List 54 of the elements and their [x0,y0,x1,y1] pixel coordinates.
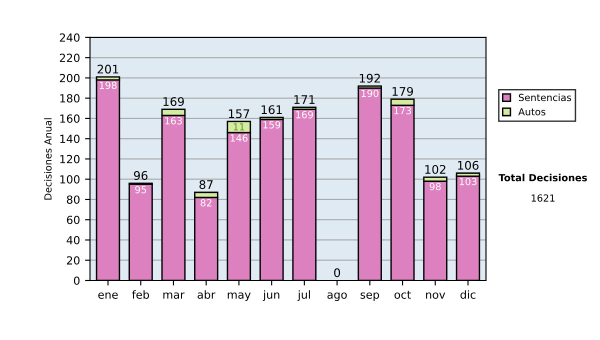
y-tick-label: 120 [60,154,80,164]
data-label: 103 [460,178,476,186]
x-tick-label: jul [298,290,310,301]
total-label: 169 [163,97,184,106]
legend-label: Sentencias [518,94,572,102]
total-label: 201 [98,64,118,74]
x-tick-label: sep [360,292,380,301]
total-label: 161 [262,105,282,114]
x-tick-label: oct [394,290,411,299]
total-label: 171 [294,95,315,104]
data-label: 159 [263,121,280,128]
total-label: 106 [458,160,479,170]
data-label: 98 [430,182,441,190]
x-tick-label: abr [198,290,216,299]
legend-label: Autos [518,108,546,116]
x-tick-label: nov [426,292,446,299]
y-tick-label: 60 [66,216,80,224]
data-label: 190 [362,90,378,98]
x-tick-label: mar [163,292,185,299]
y-axis-title: Decisiones Anual [44,118,52,200]
total-label: 157 [228,109,250,118]
y-tick-label: 80 [66,195,80,204]
y-tick-label: 220 [60,54,80,62]
total-label: 192 [360,74,380,83]
x-tick-label: dic [460,290,476,299]
y-tick-label: 0 [74,276,80,285]
y-tick-label: 200 [60,74,80,82]
y-tick-label: 100 [60,175,80,184]
y-tick-label: 140 [60,134,80,144]
y-tick-label: 240 [60,33,80,42]
x-tick-label: may [228,292,251,301]
data-label: 169 [296,111,313,118]
data-label: 82 [200,199,212,206]
y-tick-label: 180 [60,94,80,103]
text: Total Decisiones [498,174,587,182]
data-label: 11 [234,123,244,130]
data-label: 95 [135,186,146,194]
total-label: 0 [334,268,340,278]
total-label: 102 [425,164,446,174]
text: 1621 [532,194,554,202]
total-label: 179 [392,86,413,96]
x-tick-label: feb [132,290,150,299]
x-tick-label: ago [327,292,347,301]
data-label: 198 [100,82,117,89]
x-tick-label: ene [98,292,118,299]
x-tick-label: jun [262,290,280,301]
y-tick-label: 160 [60,114,80,123]
data-label: 173 [394,106,412,114]
y-tick-label: 40 [66,236,80,244]
total-label: 96 [134,171,148,180]
data-label: 163 [165,117,182,124]
total-label: 87 [199,180,213,190]
data-label: 146 [230,134,248,142]
y-tick-label: 20 [66,256,80,265]
